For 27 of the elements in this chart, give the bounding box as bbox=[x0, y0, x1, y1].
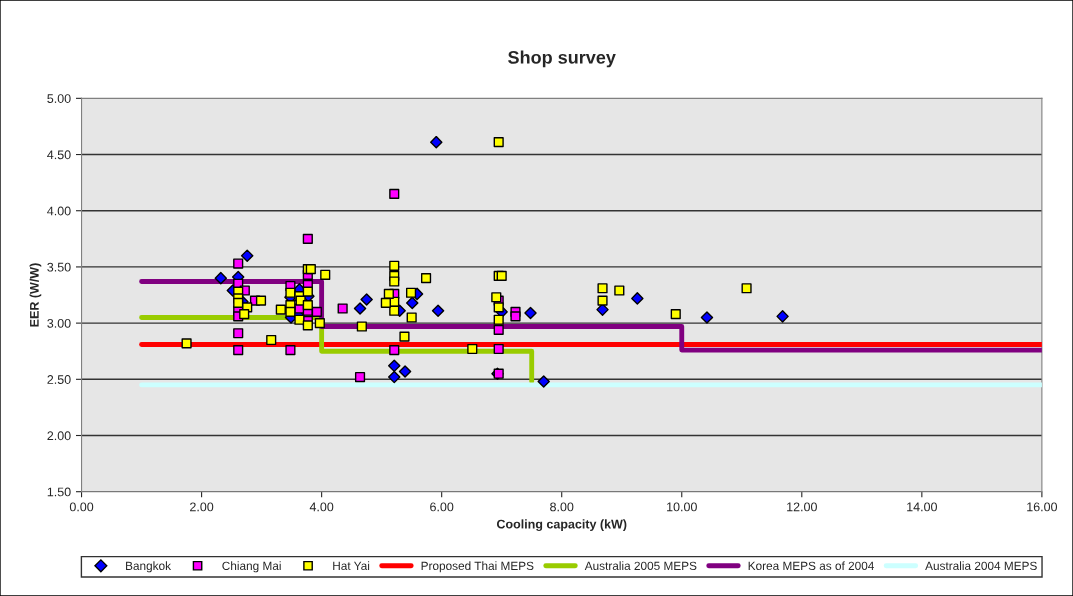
x-tick-label: 14.00 bbox=[907, 502, 937, 512]
y-axis-title: EER (W/W) bbox=[29, 263, 42, 327]
y-tick-label: 5.00 bbox=[47, 94, 71, 103]
legend-label: Proposed Thai MEPS bbox=[421, 561, 534, 573]
x-tick-label: 8.00 bbox=[550, 502, 574, 512]
y-tick-label: 3.50 bbox=[47, 262, 71, 272]
y-tick-label: 4.00 bbox=[47, 206, 71, 216]
x-tick-label: 6.00 bbox=[430, 502, 454, 512]
legend-label: Hat Yai bbox=[333, 561, 370, 570]
legend-label: Korea MEPS as of 2004 bbox=[748, 561, 874, 570]
y-tick-label: 2.00 bbox=[47, 431, 71, 441]
x-tick-label: 10.00 bbox=[667, 502, 697, 512]
x-tick-label: 2.00 bbox=[190, 502, 214, 512]
legend-label: Chiang Mai bbox=[222, 561, 281, 573]
y-tick-label: 3.00 bbox=[47, 318, 71, 328]
chart-title: Shop survey bbox=[508, 50, 616, 68]
legend-label: Australia 2004 MEPS bbox=[925, 561, 1037, 570]
y-tick-label: 2.50 bbox=[47, 375, 71, 384]
x-tick-label: 12.00 bbox=[787, 502, 817, 512]
legend-label: Australia 2005 MEPS bbox=[584, 561, 697, 570]
y-tick-label: 4.50 bbox=[47, 150, 71, 160]
x-tick-label: 4.00 bbox=[309, 502, 334, 512]
x-tick-label: 16.00 bbox=[1027, 502, 1058, 512]
x-tick-label: 0.00 bbox=[69, 502, 94, 512]
legend-label: Bangkok bbox=[126, 561, 172, 573]
x-axis-title: Cooling capacity (kW) bbox=[496, 519, 627, 532]
y-tick-label: 1.50 bbox=[47, 487, 71, 497]
